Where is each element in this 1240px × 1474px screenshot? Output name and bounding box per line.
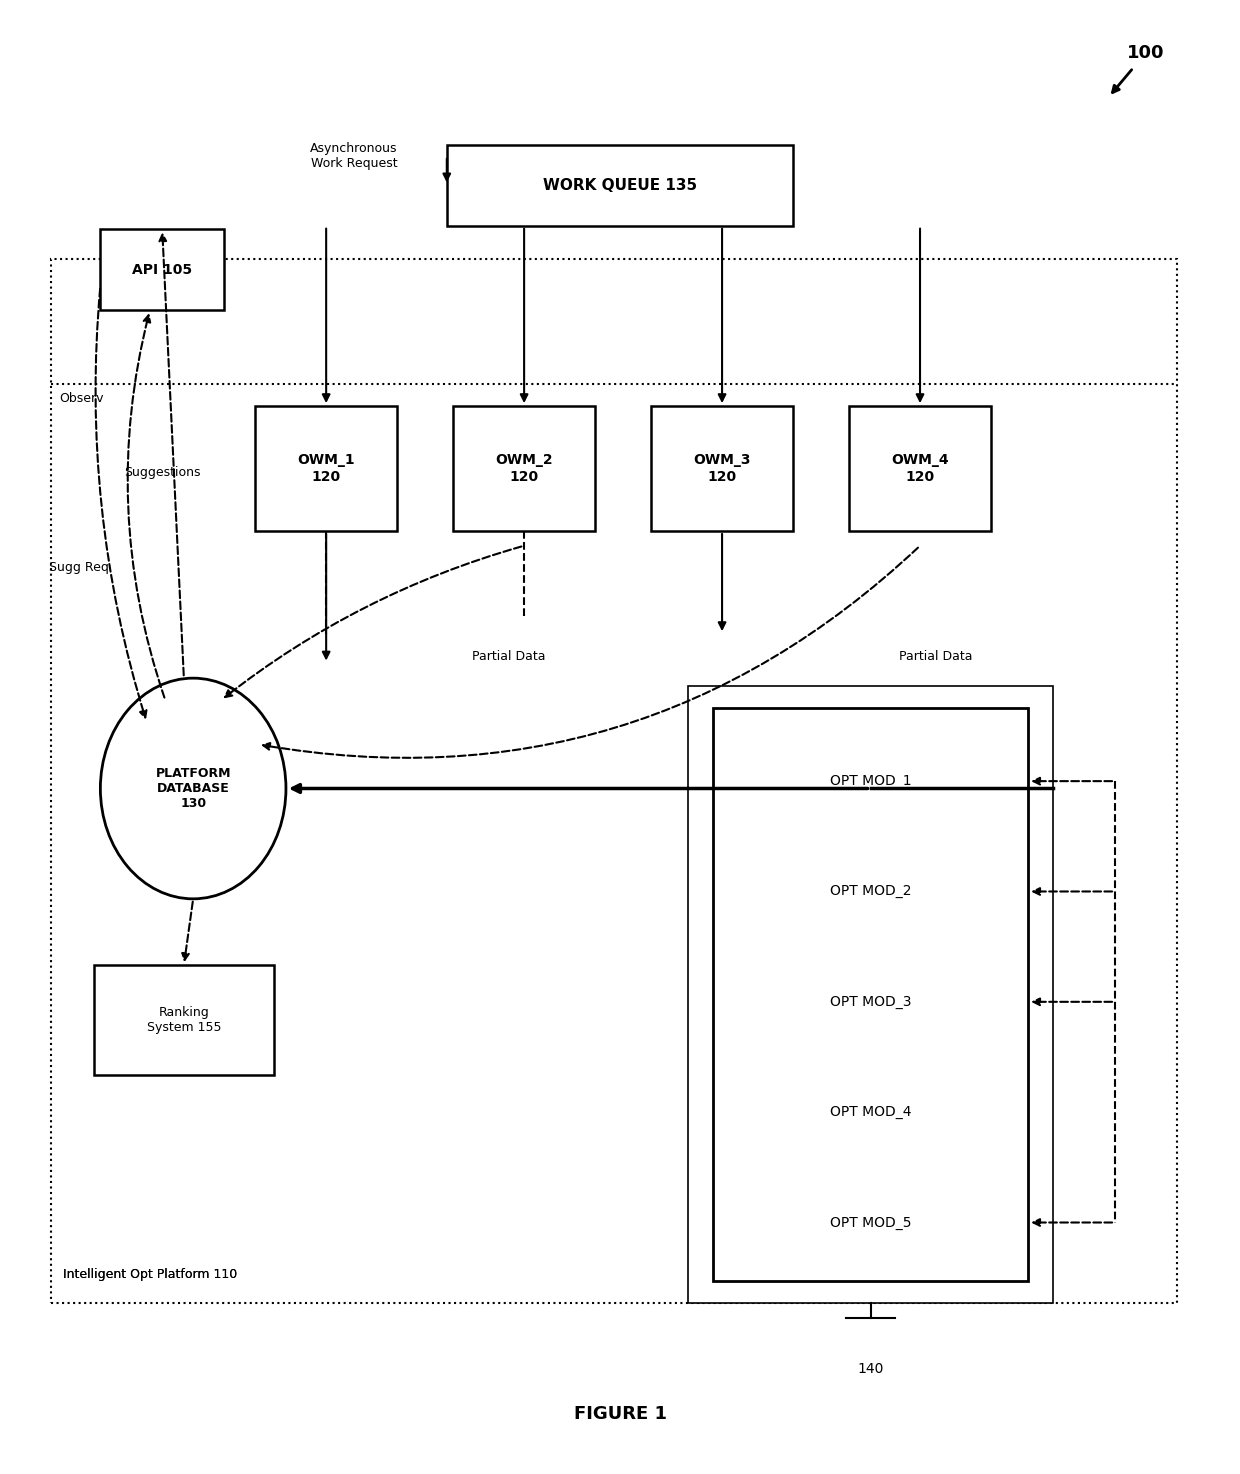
FancyBboxPatch shape (453, 405, 595, 531)
Text: 140: 140 (857, 1362, 884, 1377)
Text: OPT MOD_2: OPT MOD_2 (830, 884, 911, 899)
FancyBboxPatch shape (94, 965, 274, 1076)
Text: OWM_1
120: OWM_1 120 (298, 454, 355, 483)
Text: OWM_2
120: OWM_2 120 (495, 454, 553, 483)
Text: FIGURE 1: FIGURE 1 (573, 1405, 667, 1422)
Text: Observ: Observ (60, 392, 104, 405)
Text: Asynchronous
Work Request: Asynchronous Work Request (310, 142, 398, 170)
FancyBboxPatch shape (446, 144, 794, 226)
Text: Partial Data: Partial Data (899, 650, 972, 663)
Text: Intelligent Opt Platform 110: Intelligent Opt Platform 110 (63, 1268, 238, 1281)
Text: OWM_3
120: OWM_3 120 (693, 454, 751, 483)
Text: WORK QUEUE 135: WORK QUEUE 135 (543, 178, 697, 193)
Ellipse shape (100, 678, 286, 899)
Text: OPT MOD_1: OPT MOD_1 (830, 774, 911, 789)
Text: PLATFORM
DATABASE
130: PLATFORM DATABASE 130 (155, 766, 231, 811)
FancyBboxPatch shape (100, 230, 224, 311)
Text: OPT MOD_4: OPT MOD_4 (830, 1106, 911, 1119)
Text: API 105: API 105 (133, 262, 192, 277)
FancyBboxPatch shape (651, 405, 794, 531)
FancyBboxPatch shape (688, 685, 1053, 1303)
FancyBboxPatch shape (849, 405, 991, 531)
Text: Ranking
System 155: Ranking System 155 (146, 1007, 221, 1035)
Text: Sugg Req: Sugg Req (50, 562, 109, 575)
Text: OPT MOD_3: OPT MOD_3 (830, 995, 911, 1008)
FancyBboxPatch shape (713, 708, 1028, 1281)
Text: OWM_4
120: OWM_4 120 (892, 454, 949, 483)
FancyBboxPatch shape (51, 259, 1177, 1303)
Text: 100: 100 (1127, 44, 1164, 62)
Text: Partial Data: Partial Data (472, 650, 546, 663)
Text: Intelligent Opt Platform 110: Intelligent Opt Platform 110 (63, 1268, 238, 1281)
Text: OPT MOD_5: OPT MOD_5 (830, 1216, 911, 1229)
Text: Suggestions: Suggestions (124, 466, 201, 479)
FancyBboxPatch shape (255, 405, 397, 531)
